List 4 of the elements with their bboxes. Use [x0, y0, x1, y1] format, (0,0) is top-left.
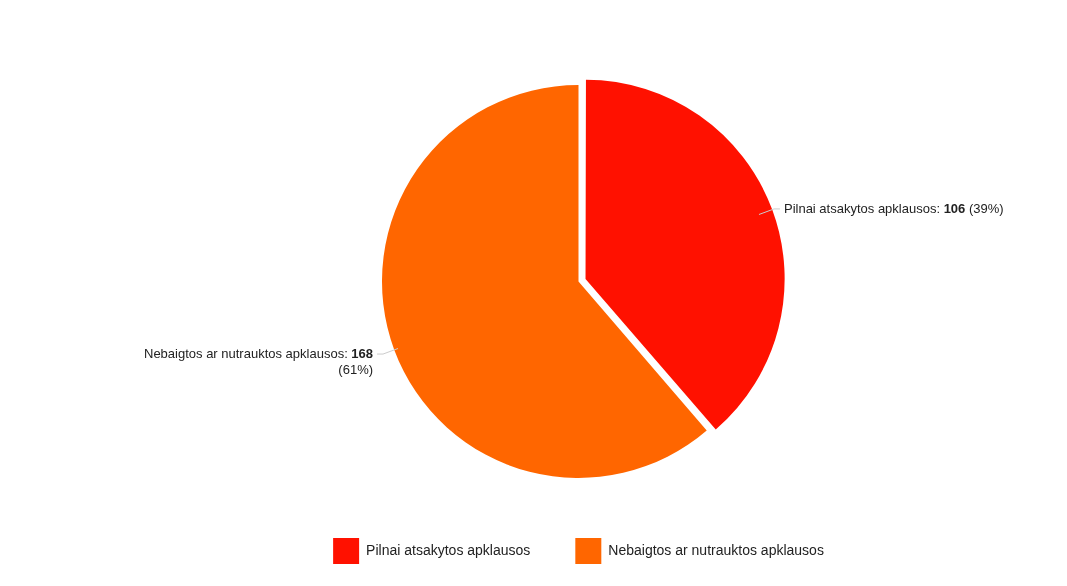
data-label: Nebaigtos ar nutrauktos apklausos: 168 (61%)	[143, 345, 374, 377]
legend-label: Nebaigtos ar nutrauktos apklausos	[608, 541, 824, 558]
legend-label: Pilnai atsakytos apklausos	[366, 541, 531, 558]
data-label: Pilnai atsakytos apklausos: 106 (39%)	[783, 200, 1004, 216]
